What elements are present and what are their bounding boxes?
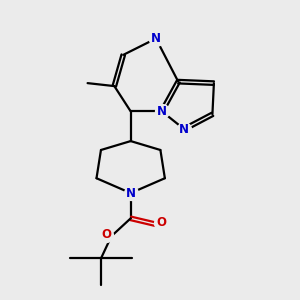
Text: N: N: [157, 105, 167, 118]
Text: N: N: [126, 187, 136, 200]
Text: O: O: [101, 228, 111, 241]
Text: N: N: [179, 123, 189, 136]
Text: N: N: [151, 32, 161, 45]
Text: O: O: [156, 216, 166, 229]
